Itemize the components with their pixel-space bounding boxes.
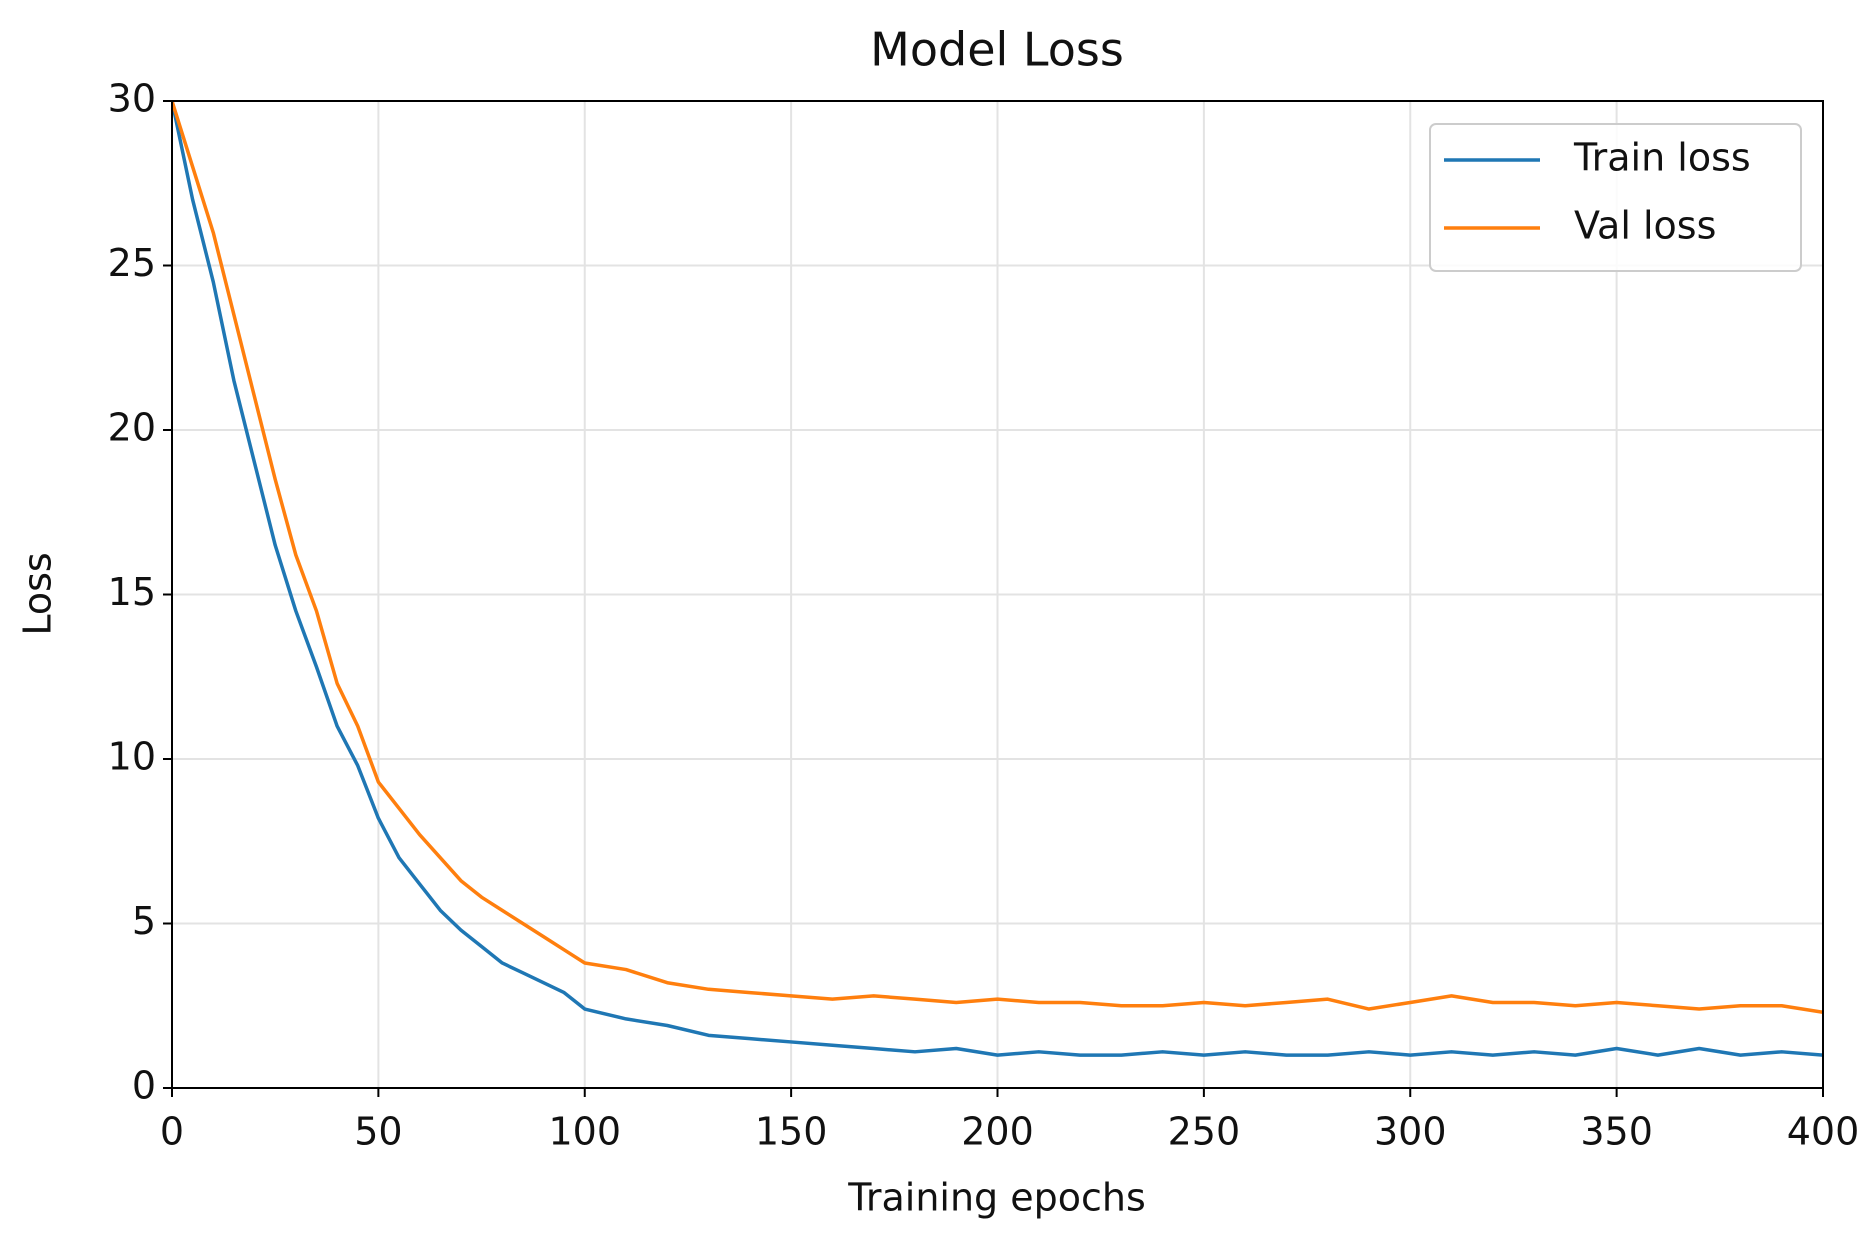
- x-tick-label: 100: [548, 1110, 621, 1154]
- y-tick-label: 5: [132, 899, 156, 943]
- y-tick-label: 0: [132, 1064, 156, 1108]
- y-axis-label: Loss: [16, 552, 60, 635]
- x-tick-label: 400: [1787, 1110, 1860, 1154]
- series-line: [172, 101, 1823, 1057]
- plot-area: [172, 101, 1823, 1057]
- legend: Train loss Val loss: [1429, 123, 1802, 272]
- x-tick-label: 250: [1168, 1110, 1241, 1154]
- y-tick-label: 30: [108, 77, 156, 121]
- x-axis-label: Training epochs: [847, 1176, 1146, 1220]
- y-tick-label: 25: [108, 241, 156, 285]
- y-tick-label: 20: [108, 406, 156, 450]
- x-tick-label: 150: [755, 1110, 828, 1154]
- y-tick-label: 10: [108, 735, 156, 779]
- x-tick-label: 0: [160, 1110, 184, 1154]
- x-tick-label: 200: [961, 1110, 1034, 1154]
- legend-label: Train loss: [1573, 136, 1751, 180]
- x-tick-label: 300: [1374, 1110, 1447, 1154]
- legend-label: Val loss: [1574, 204, 1716, 248]
- chart-title: Model Loss: [870, 23, 1124, 77]
- x-tick-label: 350: [1580, 1110, 1653, 1154]
- series-line: [172, 101, 1823, 1015]
- x-tick-label: 50: [354, 1110, 402, 1154]
- y-tick-label: 15: [108, 570, 156, 614]
